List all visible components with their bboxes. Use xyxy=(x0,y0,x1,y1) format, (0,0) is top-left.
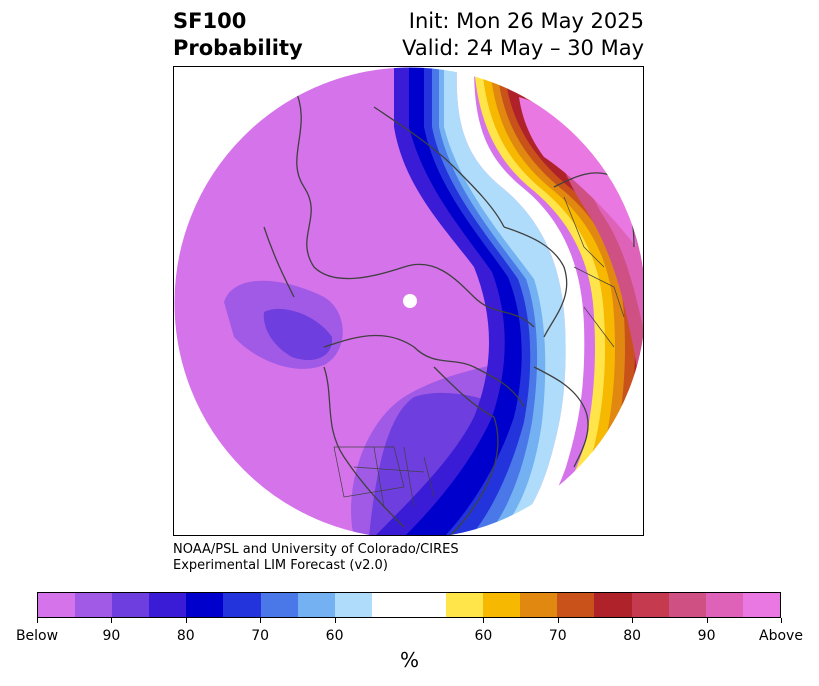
colorbar-ticks: Below 90 80 70 60 60 70 80 90 Above xyxy=(16,618,803,648)
region-neutral xyxy=(456,67,585,519)
colorbar-tick xyxy=(185,618,187,623)
colorbar-swatch xyxy=(408,593,447,617)
colorbar-swatch xyxy=(483,593,521,617)
polar-map xyxy=(174,67,643,535)
colorbar-tick xyxy=(37,618,38,623)
colorbar-swatch xyxy=(705,593,743,617)
colorbar-tick-label: 90 xyxy=(102,628,121,644)
region-band-55 xyxy=(444,67,566,519)
colorbar-swatch xyxy=(446,593,484,617)
credit-text: NOAA/PSL and University of Colorado/CIRE… xyxy=(173,542,459,574)
colorbar-tick xyxy=(632,618,634,623)
colorbar-tick xyxy=(111,618,113,623)
colorbar-swatch xyxy=(334,593,372,617)
colorbar-swatch xyxy=(149,593,187,617)
region-band-80 xyxy=(374,67,524,535)
title-line-1: SF100 xyxy=(173,9,247,33)
colorbar-tick xyxy=(781,618,782,623)
colorbar-swatch xyxy=(742,593,780,617)
colorbar-unit: % xyxy=(399,648,419,672)
colorbar-tick-label: 60 xyxy=(325,628,344,644)
colorbar-swatch xyxy=(668,593,706,617)
colorbar-tick-label: 80 xyxy=(176,628,195,644)
map-panel xyxy=(173,66,644,536)
region-above-max xyxy=(519,97,636,247)
colorbar-tick xyxy=(483,618,485,623)
valid-dates: Valid: 24 May – 30 May xyxy=(402,36,644,60)
colorbar-swatch xyxy=(260,593,298,617)
credit-line-2: Experimental LIM Forecast (v2.0) xyxy=(173,558,388,573)
forecast-dates: Init: Mon 26 May 2025 Valid: 24 May – 30… xyxy=(402,8,644,62)
probability-field xyxy=(174,67,643,535)
colorbar-tick xyxy=(334,618,336,623)
colorbar-swatch xyxy=(75,593,113,617)
title-line-2: Probability xyxy=(173,36,303,60)
pole-marker xyxy=(403,294,417,308)
colorbar-swatch xyxy=(631,593,669,617)
colorbar xyxy=(37,592,781,618)
colorbar-swatch xyxy=(38,593,76,617)
colorbar-tick xyxy=(557,618,559,623)
colorbar-tick-label: 80 xyxy=(623,628,642,644)
colorbar-tick-label: 60 xyxy=(474,628,493,644)
region-pacific-80 xyxy=(263,308,333,361)
colorbar-tick-label: 70 xyxy=(548,628,567,644)
colorbar-tick xyxy=(260,618,262,623)
colorbar-swatch xyxy=(186,593,224,617)
colorbar-tick-label: Below xyxy=(15,628,59,644)
colorbar-swatch xyxy=(557,593,595,617)
coastlines xyxy=(263,86,635,535)
political-borders xyxy=(333,196,625,508)
credit-line-1: NOAA/PSL and University of Colorado/CIRE… xyxy=(173,542,459,557)
colorbar-swatch xyxy=(223,593,261,617)
colorbar-tick-label: 90 xyxy=(697,628,716,644)
init-date: Init: Mon 26 May 2025 xyxy=(408,9,644,33)
region-band-70 xyxy=(424,67,543,535)
colorbar-swatch xyxy=(520,593,558,617)
colorbar-tick xyxy=(706,618,708,623)
colorbar-swatch xyxy=(297,593,335,617)
colorbar-swatch xyxy=(112,593,150,617)
colorbar-swatch xyxy=(371,593,409,617)
region-band-75 xyxy=(404,67,535,535)
colorbar-swatch xyxy=(594,593,632,617)
chart-title: SF100 Probability xyxy=(173,8,303,62)
colorbar-tick-label: Above xyxy=(759,628,803,644)
colorbar-tick-label: 70 xyxy=(251,628,270,644)
